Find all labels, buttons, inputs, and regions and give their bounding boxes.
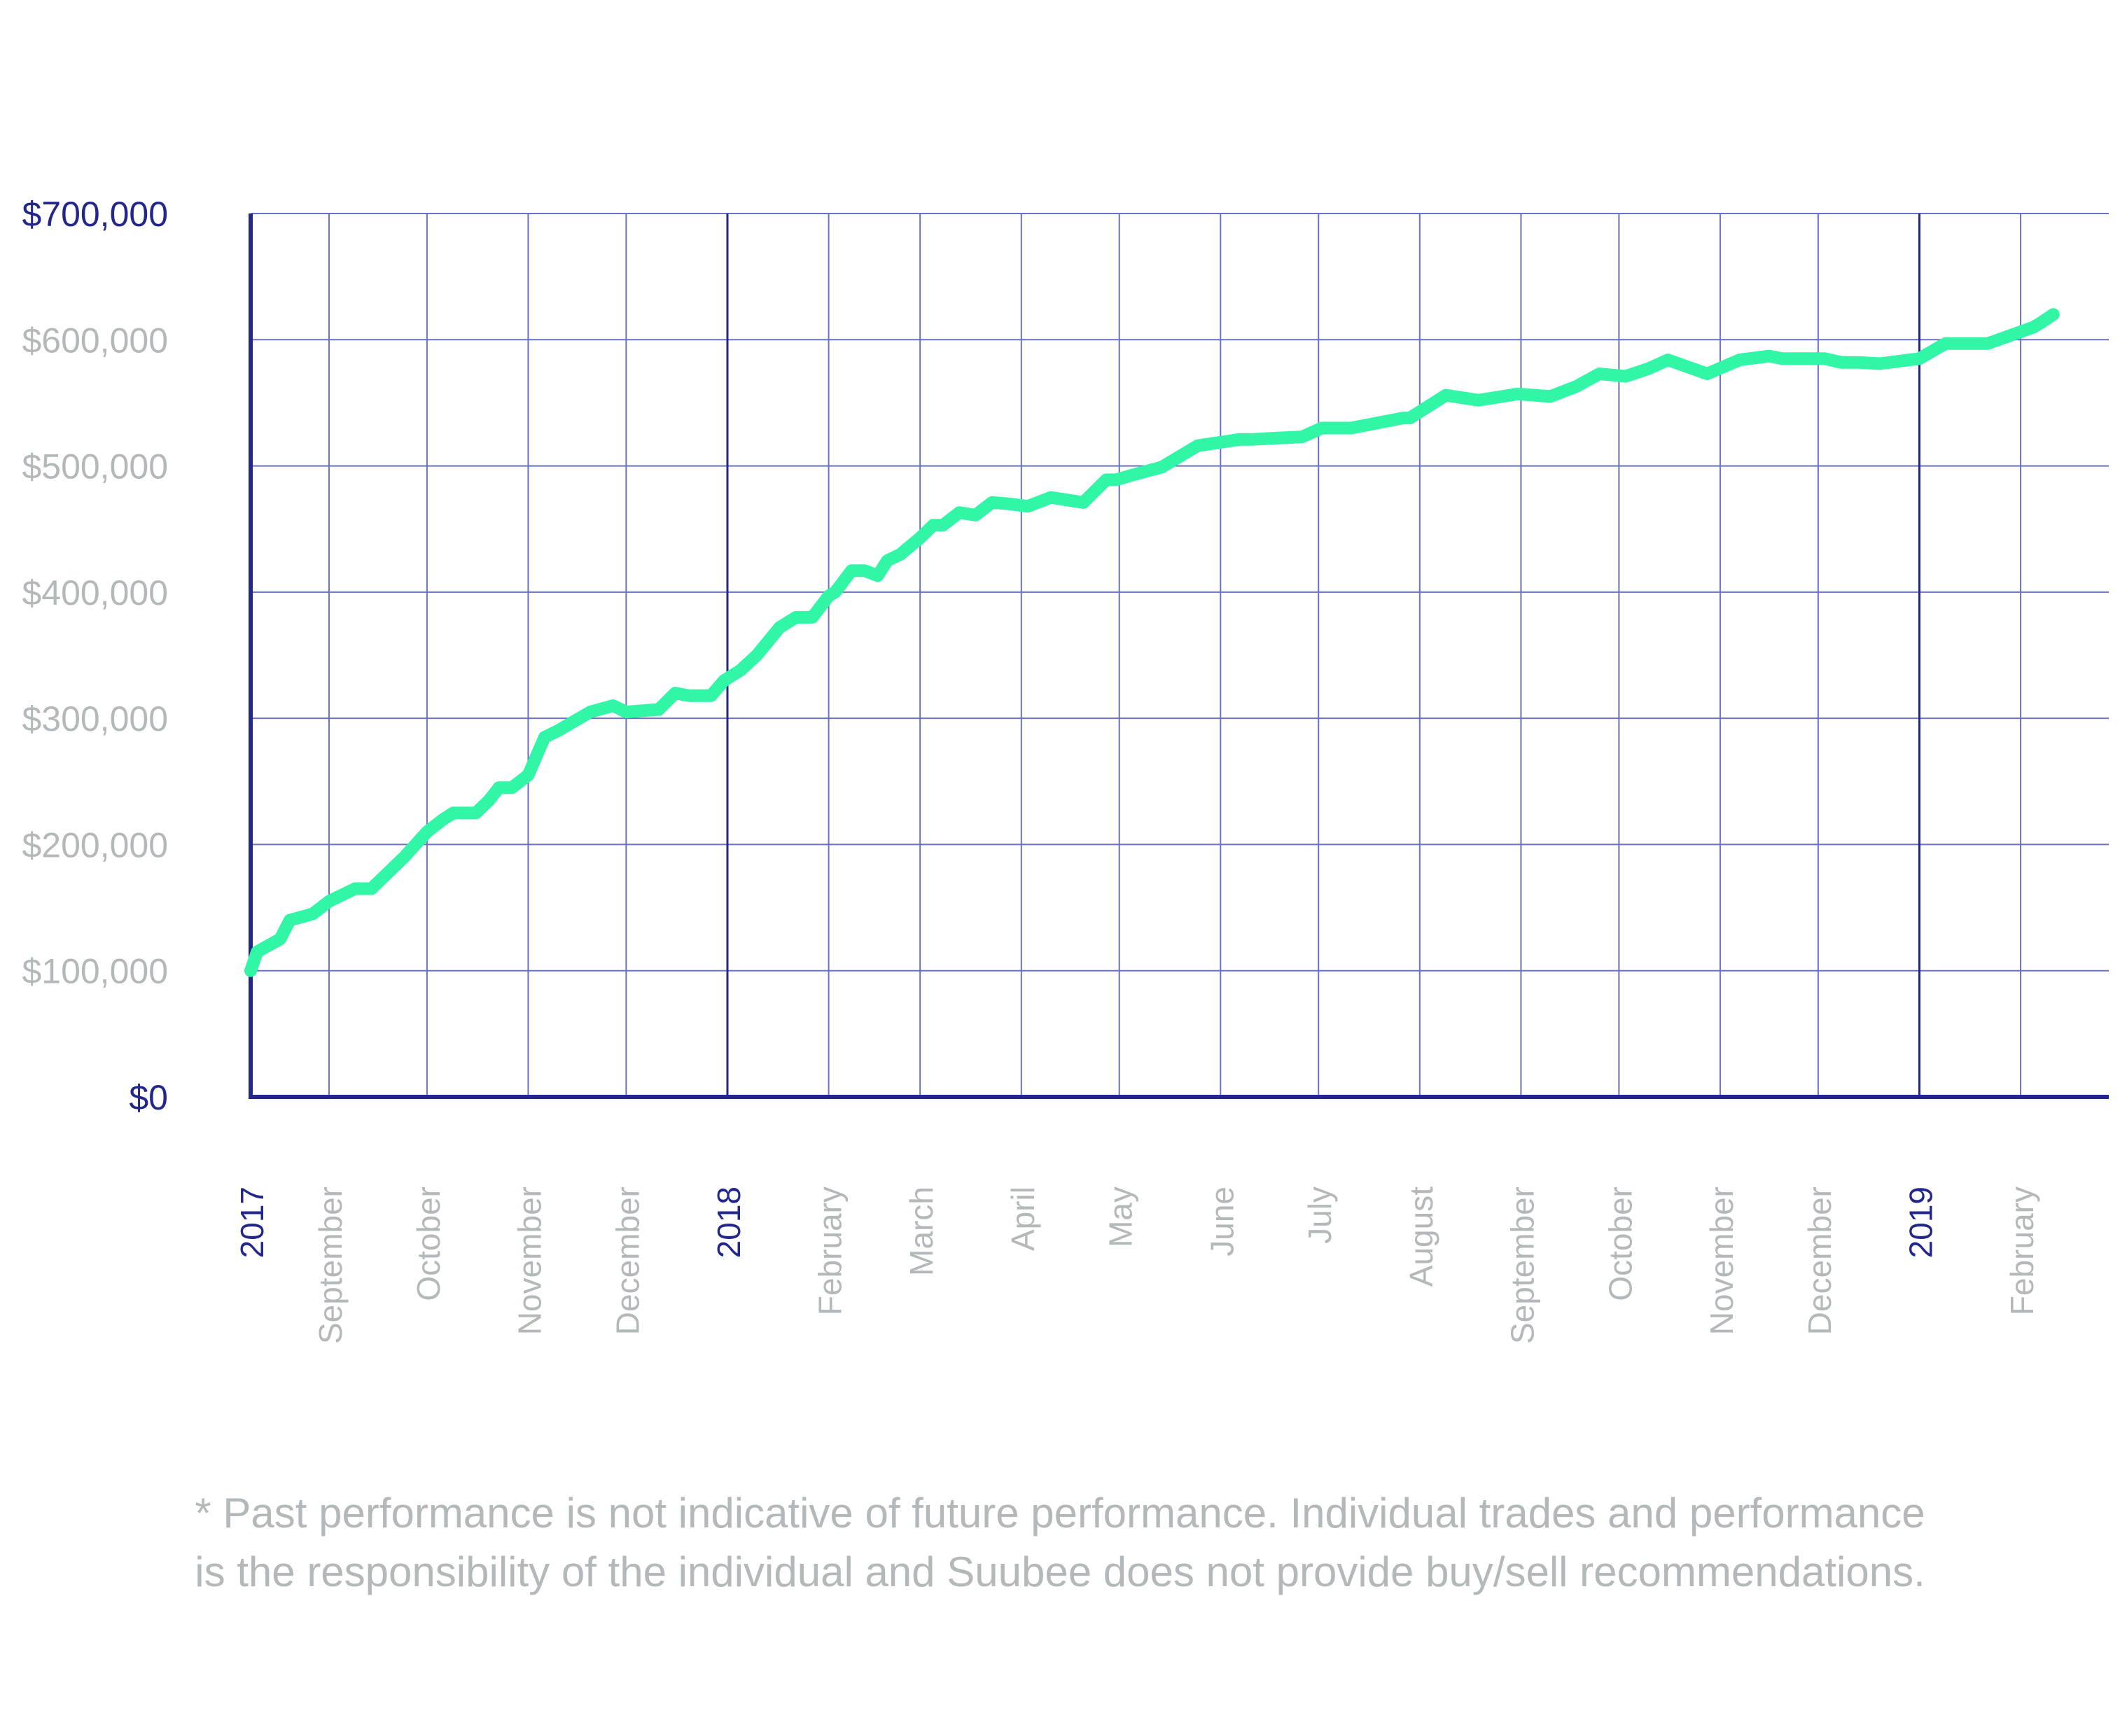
x-tick-label: September [1504,1186,1540,1344]
grid-lines [251,213,2109,1097]
y-tick-label: $700,000 [22,195,168,234]
y-tick-label: $0 [129,1078,168,1117]
x-tick-label: December [609,1186,646,1335]
y-tick-label: $100,000 [22,952,168,991]
x-tick-label: February [812,1186,849,1315]
y-tick-label: $400,000 [22,573,168,612]
series-lines [244,308,2060,977]
x-tick-label: 2018 [711,1186,747,1258]
x-tick-label: March [903,1186,940,1276]
y-tick-label: $600,000 [22,321,168,360]
x-tick-label: 2017 [234,1186,270,1258]
y-tick-label: $300,000 [22,699,168,738]
x-tick-label: October [1602,1186,1638,1301]
x-axis-tick-labels: 2017 September October November December 2018… [234,1186,2040,1344]
disclaimer: * Past performance is not indicative of … [0,1484,2120,1602]
disclaimer-line-1: * Past performance is not indicative of … [195,1490,1925,1536]
y-tick-label: $500,000 [22,447,168,486]
x-tick-label: July [1302,1186,1338,1244]
series-line [244,308,2060,977]
x-tick-label: August [1403,1186,1439,1287]
x-tick-label: December [1801,1186,1838,1335]
x-tick-label: 2019 [1902,1186,1939,1258]
x-tick-label: February [2004,1186,2040,1315]
y-tick-label: $200,000 [22,825,168,864]
y-axis-tick-labels: $0 $100,000 $200,000 $300,000 $400,000 $500,0… [22,195,168,1117]
x-tick-label: June [1204,1186,1240,1256]
x-tick-label: September [312,1186,349,1344]
x-tick-label: October [410,1186,447,1301]
x-tick-label: May [1103,1186,1139,1247]
x-tick-label: April [1005,1186,1041,1251]
x-tick-label: November [1703,1186,1740,1335]
disclaimer-line-2: is the responsibility of the individual … [195,1548,1925,1595]
x-tick-label: November [511,1186,548,1335]
